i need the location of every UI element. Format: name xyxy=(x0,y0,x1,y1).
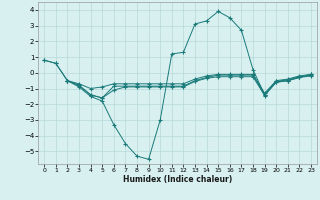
X-axis label: Humidex (Indice chaleur): Humidex (Indice chaleur) xyxy=(123,175,232,184)
